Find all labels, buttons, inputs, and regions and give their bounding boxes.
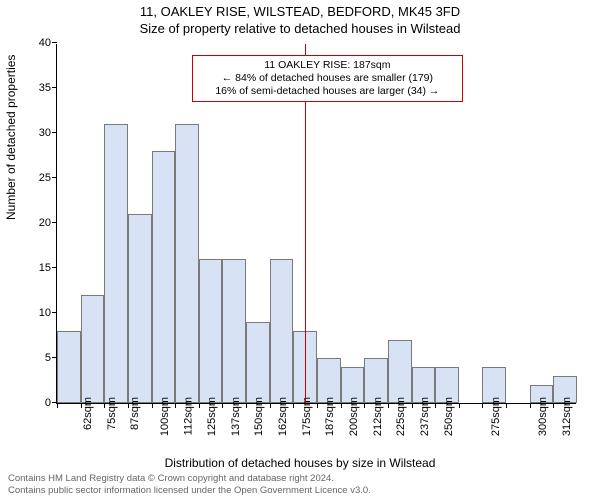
y-tick-label: 5 [21,352,51,364]
y-tick-mark [52,222,57,223]
x-tick-label: 300sqm [537,397,549,436]
footer-line2: Contains public sector information licen… [8,485,371,496]
x-tick-label: 100sqm [159,397,171,436]
x-tick-mark [341,403,342,408]
x-tick-label: 237sqm [419,397,431,436]
x-tick-mark [199,403,200,408]
y-tick-label: 20 [21,217,51,229]
y-tick-label: 15 [21,262,51,274]
y-tick-label: 40 [21,37,51,49]
x-tick-mark [104,403,105,408]
y-tick-mark [52,132,57,133]
x-tick-mark [222,403,223,408]
x-tick-label: 62sqm [82,397,94,430]
y-tick-mark [52,87,57,88]
histogram-bar [152,151,176,403]
y-axis-label: Number of detached properties [4,55,18,220]
x-tick-mark [364,403,365,408]
y-tick-label: 25 [21,172,51,184]
chart-title-line1: 11, OAKLEY RISE, WILSTEAD, BEDFORD, MK45… [0,4,600,19]
x-tick-mark [530,403,531,408]
footer-line1: Contains HM Land Registry data © Crown c… [8,473,371,484]
footer-attribution: Contains HM Land Registry data © Crown c… [8,473,371,496]
x-tick-label: 275sqm [490,397,502,436]
x-tick-mark [270,403,271,408]
histogram-bar [199,259,223,403]
y-tick-mark [52,267,57,268]
y-tick-label: 30 [21,127,51,139]
y-tick-mark [52,177,57,178]
x-tick-label: 212sqm [372,397,384,436]
x-tick-label: 162sqm [277,397,289,436]
x-tick-mark [81,403,82,408]
chart-plot-area: 051015202530354062sqm75sqm87sqm100sqm112… [56,44,576,404]
x-tick-mark [293,403,294,408]
x-tick-mark [553,403,554,408]
x-tick-label: 225sqm [395,397,407,436]
annotation-line: 16% of semi-detached houses are larger (… [199,85,455,98]
y-tick-label: 35 [21,82,51,94]
x-tick-mark [506,403,507,408]
x-tick-label: 75sqm [106,397,118,430]
x-tick-mark [388,403,389,408]
x-tick-label: 187sqm [325,397,337,436]
x-tick-mark [57,403,58,408]
y-tick-mark [52,312,57,313]
x-tick-mark [317,403,318,408]
x-tick-mark [435,403,436,408]
x-tick-label: 137sqm [230,397,242,436]
x-axis-label: Distribution of detached houses by size … [0,456,600,470]
histogram-bar [104,124,128,403]
histogram-bar [81,295,105,403]
annotation-line: ← 84% of detached houses are smaller (17… [199,72,455,85]
x-tick-mark [412,403,413,408]
y-tick-mark [52,42,57,43]
annotation-box: 11 OAKLEY RISE: 187sqm← 84% of detached … [192,55,462,102]
y-tick-mark [52,357,57,358]
x-tick-label: 200sqm [348,397,360,436]
annotation-line: 11 OAKLEY RISE: 187sqm [199,59,455,72]
x-tick-mark [459,403,460,408]
x-tick-label: 125sqm [206,397,218,436]
chart-title-line2: Size of property relative to detached ho… [0,21,600,36]
x-tick-mark [482,403,483,408]
histogram-bar [175,124,199,403]
x-tick-label: 250sqm [443,397,455,436]
histogram-bar [246,322,270,403]
histogram-bar [388,340,412,403]
y-tick-label: 10 [21,307,51,319]
x-tick-label: 150sqm [254,397,266,436]
histogram-bar [270,259,294,403]
x-tick-label: 175sqm [301,397,313,436]
x-tick-mark [246,403,247,408]
y-tick-label: 0 [21,397,51,409]
x-tick-label: 312sqm [561,397,573,436]
histogram-bar [57,331,81,403]
x-tick-mark [175,403,176,408]
x-tick-label: 112sqm [182,397,194,435]
histogram-bar [222,259,246,403]
x-tick-mark [152,403,153,408]
histogram-bar [128,214,152,403]
x-tick-label: 87sqm [129,397,141,430]
x-tick-mark [128,403,129,408]
